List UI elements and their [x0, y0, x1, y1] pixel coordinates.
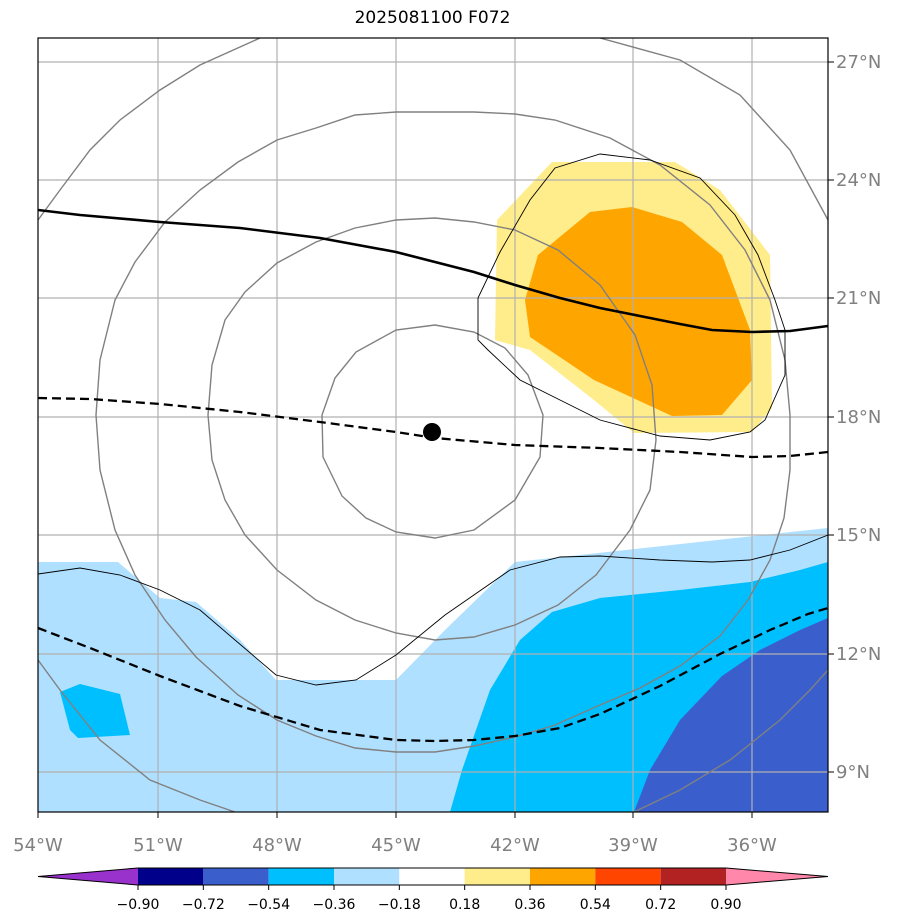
colorbar-tick-label: −0.36: [313, 897, 356, 913]
colorbar-extend-low: [38, 868, 138, 885]
lat-label: 12°N: [836, 644, 881, 665]
distance-rings: [38, 38, 828, 812]
lat-label: 27°N: [836, 52, 881, 73]
colorbar-segment: [595, 868, 661, 885]
tick-marks: [37, 61, 834, 818]
anomaly-contours: [38, 153, 828, 686]
colorbar-segment: [530, 868, 596, 885]
dashed-ridge-line-south: [38, 606, 828, 743]
colorbar-segment: [138, 868, 204, 885]
lat-label: 15°N: [836, 525, 881, 546]
colorbar-tick-label: 0.90: [710, 897, 741, 913]
negative-anomaly-strong-fill: [634, 618, 828, 812]
colorbar-tick-label: 0.54: [580, 897, 611, 913]
storm-center-marker: [423, 423, 441, 441]
colorbar-tick-label: 0.36: [514, 897, 545, 913]
lat-label: 24°N: [836, 170, 881, 191]
latitude-labels: 27°N 24°N 21°N 18°N 15°N 12°N 9°N: [836, 52, 881, 783]
colorbar-segment: [464, 868, 530, 885]
colorbar-extend-high: [726, 868, 828, 885]
colorbar-segment: [203, 868, 269, 885]
colorbar-segment: [399, 868, 465, 885]
solid-trough-line: [38, 208, 828, 334]
colorbar-segment: [268, 868, 334, 885]
longitude-labels: 54°W 51°W 48°W 45°W 42°W 39°W 36°W: [13, 835, 777, 856]
colorbar-tick-label: −0.18: [378, 897, 421, 913]
colorbar-tick-label: −0.54: [247, 897, 290, 913]
lon-label: 45°W: [371, 835, 421, 856]
lon-label: 51°W: [133, 835, 183, 856]
colorbar-tick-label: −0.90: [117, 897, 160, 913]
colorbar-tick-label: 0.72: [645, 897, 676, 913]
lon-label: 42°W: [490, 835, 540, 856]
colorbar: −0.90 −0.72 −0.54 −0.36 −0.18 0.18 0.36 0.54 0.7…: [37, 867, 829, 913]
lon-label: 48°W: [252, 835, 302, 856]
colorbar-segment: [334, 868, 400, 885]
lat-label: 18°N: [836, 407, 881, 428]
lat-label: 9°N: [836, 762, 870, 783]
map-frame: [37, 37, 829, 813]
lon-label: 36°W: [727, 835, 777, 856]
map-title: 2025081100 F072: [354, 8, 511, 28]
map-area: [38, 38, 828, 812]
colorbar-tick-label: 0.18: [449, 897, 480, 913]
colorbar-tick-label: −0.72: [182, 897, 225, 913]
lon-label: 39°W: [608, 835, 658, 856]
positive-anomaly-medium-fill: [525, 207, 752, 416]
colorbar-segment: [660, 868, 726, 885]
lon-label: 54°W: [13, 835, 63, 856]
lat-label: 21°N: [836, 288, 881, 309]
